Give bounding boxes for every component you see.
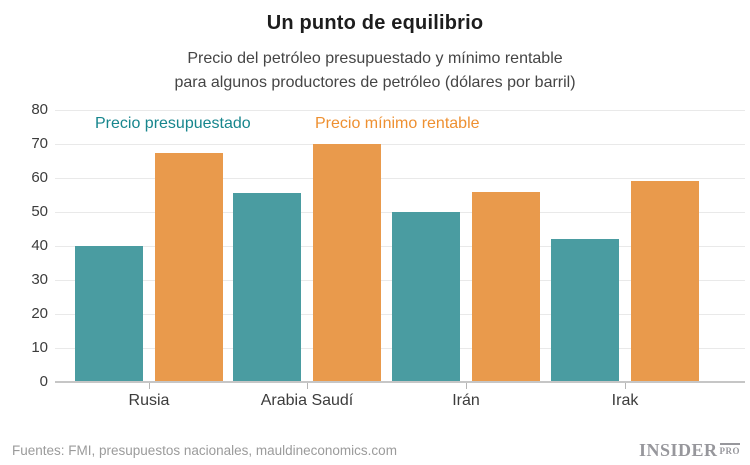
x-axis-label-iran: Irán: [452, 392, 480, 409]
legend-minimo-rentable: Precio mínimo rentable: [315, 115, 480, 132]
bar-presupuestado-arabia-saudi: [233, 193, 301, 382]
y-axis-label-40: 40: [31, 237, 48, 254]
y-axis-label-80: 80: [31, 101, 48, 118]
bar-presupuestado-rusia: [75, 246, 143, 382]
bar-minimo-rentable-irak: [631, 181, 699, 382]
y-axis-label-50: 50: [31, 203, 48, 220]
x-axis-label-irak: Irak: [611, 392, 639, 409]
y-axis-label-60: 60: [31, 169, 48, 186]
x-tick-irak: [625, 383, 626, 389]
brand-pro-badge: PRO: [719, 443, 740, 456]
gridline-80: [55, 110, 745, 111]
x-axis-line: [55, 381, 745, 383]
bar-presupuestado-irak: [551, 239, 619, 382]
x-tick-arabia-saudi: [307, 383, 308, 389]
x-tick-iran: [466, 383, 467, 389]
gridline-60: [55, 178, 745, 179]
gridline-70: [55, 144, 745, 145]
bar-minimo-rentable-iran: [472, 191, 540, 382]
x-axis-label-arabia-saudi: Arabia Saudí: [260, 392, 354, 409]
chart-subtitle: Precio del petróleo presupuestado y míni…: [0, 47, 750, 95]
insider-pro-logo: INSIDER PRO: [638, 440, 740, 460]
chart-subtitle-line-1: Precio del petróleo presupuestado y míni…: [187, 50, 563, 67]
bar-presupuestado-iran: [392, 212, 460, 382]
y-axis-label-70: 70: [31, 135, 48, 152]
legend-presupuestado: Precio presupuestado: [95, 115, 251, 132]
bar-minimo-rentable-arabia-saudi: [313, 144, 381, 382]
y-axis-label-10: 10: [31, 339, 48, 356]
y-axis-label-0: 0: [39, 373, 48, 390]
bar-minimo-rentable-rusia: [155, 152, 223, 382]
source-note: Fuentes: FMI, presupuestos nacionales, m…: [12, 443, 397, 458]
chart-title: Un punto de equilibrio: [266, 12, 484, 34]
chart-subtitle-line-2: para algunos productores de petróleo (dó…: [174, 74, 576, 91]
y-axis-label-20: 20: [31, 305, 48, 322]
plot-area: [55, 110, 745, 382]
x-axis-label-rusia: Rusia: [128, 392, 170, 409]
x-tick-rusia: [149, 383, 150, 389]
y-axis-label-30: 30: [31, 271, 48, 288]
brand-wordmark: INSIDER: [638, 440, 718, 460]
